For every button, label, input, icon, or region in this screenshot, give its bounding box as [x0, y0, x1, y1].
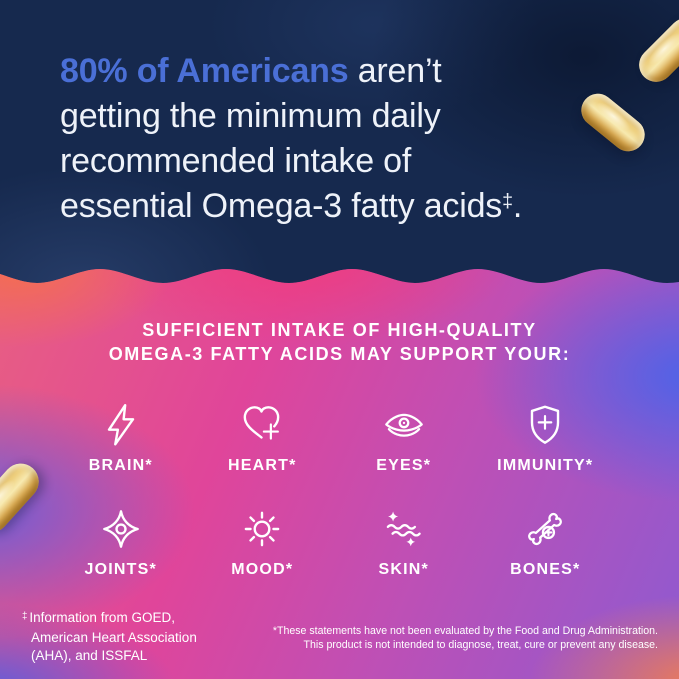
dagger-marker: ‡ — [22, 610, 28, 622]
joint-star-icon — [96, 504, 146, 554]
hero-line-4: essential Omega-3 fatty acids‡. — [60, 184, 635, 234]
dagger-footnote-marker: ‡ — [502, 190, 513, 213]
fda-disclaimer-line-2: This product is not intended to diagnose… — [303, 638, 658, 651]
hero-headline: 80% of Americans aren’t getting the mini… — [60, 49, 635, 234]
benefit-eyes: EYES* — [333, 400, 475, 475]
sun-icon — [237, 504, 287, 554]
hero-line-1: 80% of Americans aren’t — [60, 49, 635, 94]
hero-line-4-main: essential Omega-3 fatty acids — [60, 187, 503, 225]
benefit-label: BONES* — [510, 561, 581, 578]
subheading-line-1: SUFFICIENT INTAKE OF HIGH-QUALITY — [142, 320, 537, 340]
benefit-label: IMMUNITY* — [497, 457, 594, 474]
skin-waves-sparkle-icon — [379, 504, 429, 554]
hero-highlight: 80% of Americans — [60, 52, 349, 90]
source-footnote: ‡ Information from GOED, American Heart A… — [22, 609, 197, 665]
benefit-brain: BRAIN* — [50, 400, 192, 475]
benefit-label: SKIN* — [378, 561, 429, 578]
benefit-label: BRAIN* — [88, 457, 153, 474]
benefit-heart: HEART* — [192, 400, 334, 475]
benefit-label: HEART* — [227, 457, 297, 474]
hero-line-2: getting the minimum daily — [60, 97, 441, 135]
source-footnote-line-2: American Heart Association — [31, 630, 197, 645]
lightning-bolt-icon — [96, 400, 146, 450]
source-footnote-text-1: Information from GOED, — [29, 610, 175, 625]
source-footnote-line-3: (AHA), and ISSFAL — [31, 648, 148, 663]
hero-line-3: recommended intake of — [60, 142, 412, 180]
benefit-mood: MOOD* — [192, 504, 334, 579]
benefit-label: MOOD* — [231, 561, 294, 578]
benefits-grid: BRAIN* HEART* EYES* — [50, 400, 616, 579]
benefit-immunity: IMMUNITY* — [475, 400, 617, 475]
hero-section: 80% of Americans aren’t getting the mini… — [0, 0, 679, 312]
subheading-line-2: OMEGA-3 FATTY ACIDS MAY SUPPORT YOUR: — [108, 344, 571, 364]
benefit-bones: BONES* — [475, 504, 617, 579]
hero-line-1-rest: aren’t — [348, 52, 442, 90]
benefit-skin: SKIN* — [333, 504, 475, 579]
benefit-joints: JOINTS* — [50, 504, 192, 579]
benefits-section: SUFFICIENT INTAKE OF HIGH-QUALITY OMEGA-… — [0, 258, 679, 679]
fda-disclaimer-line-1: *These statements have not been evaluate… — [272, 625, 658, 637]
benefit-label: JOINTS* — [84, 561, 157, 578]
hero-line-4-period: . — [512, 187, 523, 225]
benefits-subheading: SUFFICIENT INTAKE OF HIGH-QUALITY OMEGA-… — [0, 258, 679, 366]
benefit-label: EYES* — [376, 457, 432, 474]
eye-icon — [379, 400, 429, 450]
shield-plus-icon — [520, 400, 570, 450]
heart-plus-icon — [237, 400, 287, 450]
fda-disclaimer: *These statements have not been evaluate… — [268, 625, 658, 652]
bone-plus-icon — [520, 504, 570, 554]
source-footnote-line-1: ‡ Information from GOED, — [22, 609, 197, 629]
